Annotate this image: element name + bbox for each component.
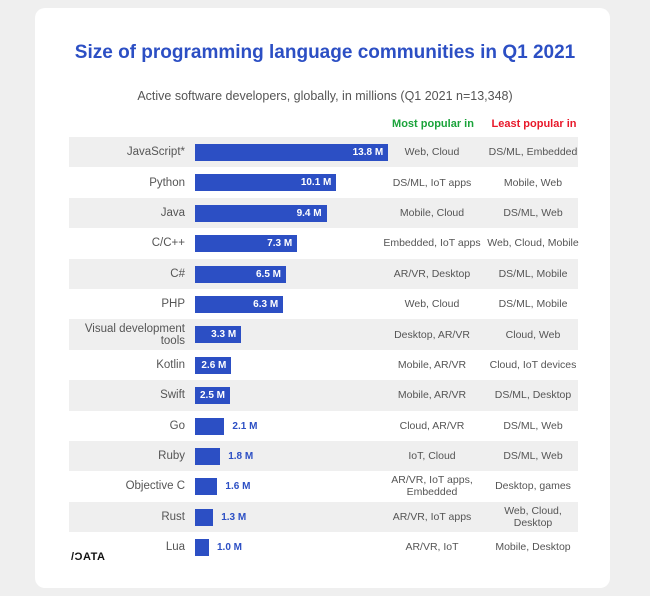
table-row: Swift 2.5 M Mobile, AR/VR DS/ML, Desktop: [69, 380, 578, 411]
bar: [195, 356, 232, 374]
table-row: Rust 1.3 M AR/VR, IoT apps Web, Cloud, D…: [69, 501, 578, 533]
bar: [195, 174, 337, 192]
value-label: 7.3 M: [267, 238, 293, 250]
table-row: Visual development tools 3.3 M Desktop, …: [69, 319, 578, 350]
table-row: Python 10.1 M DS/ML, IoT apps Mobile, We…: [69, 167, 578, 197]
value-label: 6.3 M: [253, 298, 279, 310]
table-row: Lua 1.0 M AR/VR, IoT Mobile, Desktop: [69, 532, 578, 562]
bar: [195, 295, 284, 313]
value-label: 2.5 M: [199, 390, 225, 402]
category-label: JavaScript*: [126, 146, 185, 159]
table-row: Go 2.1 M Cloud, AR/VR DS/ML, Web: [69, 411, 578, 441]
bar: [195, 204, 327, 222]
value-label: 13.8 M: [352, 147, 384, 158]
category-label: Go: [169, 419, 185, 432]
most-popular-cell: AR/VR, IoT: [405, 541, 459, 554]
value-label: 10.1 M: [300, 177, 332, 189]
table-row: Ruby 1.8 M IoT, Cloud DS/ML, Web: [69, 440, 578, 472]
most-popular-cell: AR/VR, IoT apps, Embedded: [391, 474, 473, 499]
category-label: C/C++: [151, 237, 185, 250]
most-popular-cell: Desktop, AR/VR: [394, 328, 470, 341]
category-label: Python: [149, 176, 185, 189]
table-row: Java 9.4 M Mobile, Cloud DS/ML, Web: [69, 197, 578, 229]
most-popular-cell: Mobile, AR/VR: [397, 358, 467, 371]
least-popular-cell: Web, Cloud, Mobile: [487, 237, 579, 250]
most-popular-cell: Web, Cloud: [404, 146, 460, 159]
least-popular-cell: DS/ML, Embedded: [488, 146, 578, 159]
most-popular-cell: IoT, Cloud: [408, 450, 456, 463]
value-label: 1.8 M: [228, 450, 254, 462]
chart-subtitle: Active software developers, globally, in…: [137, 89, 513, 103]
least-popular-cell: Desktop, games: [495, 480, 571, 493]
bar: [195, 417, 225, 435]
category-label: Lua: [165, 541, 185, 554]
least-popular-cell: DS/ML, Mobile: [498, 267, 568, 280]
value-label: 1.6 M: [225, 481, 251, 493]
chart-card: [35, 8, 610, 588]
least-popular-cell: Cloud, Web: [505, 328, 561, 341]
value-label: 2.6 M: [201, 359, 227, 371]
value-label: 6.5 M: [255, 268, 281, 280]
least-popular-cell: Web, Cloud, Desktop: [504, 504, 562, 529]
least-popular-cell: Cloud, IoT devices: [489, 358, 577, 371]
least-popular-cell: DS/ML, Mobile: [498, 298, 568, 311]
most-popular-header: Most popular in: [392, 118, 474, 130]
most-popular-cell: AR/VR, Desktop: [393, 267, 471, 280]
chart-title: Size of programming language communities…: [74, 42, 576, 63]
category-label: Rust: [161, 510, 185, 523]
category-label: Swift: [160, 389, 185, 402]
most-popular-cell: Mobile, Cloud: [399, 206, 465, 219]
value-label: 2.1 M: [232, 420, 258, 432]
least-popular-cell: DS/ML, Desktop: [494, 389, 572, 402]
category-label: Ruby: [158, 450, 185, 463]
value-label: 9.4 M: [296, 207, 322, 219]
value-label: 3.3 M: [211, 329, 237, 341]
bar: [195, 539, 209, 557]
bar: [195, 387, 230, 405]
least-popular-cell: DS/ML, Web: [503, 206, 563, 219]
bar: [195, 447, 221, 465]
bar: [195, 478, 218, 496]
least-popular-cell: DS/ML, Web: [503, 450, 563, 463]
category-label: PHP: [161, 298, 185, 311]
table-row: C/C++ 7.3 M Embedded, IoT apps Web, Clou…: [69, 228, 579, 258]
bar: [195, 235, 298, 253]
least-popular-cell: Mobile, Web: [503, 176, 563, 189]
category-label: C#: [170, 267, 185, 280]
least-popular-cell: Mobile, Desktop: [495, 541, 571, 554]
table-row: C# 6.5 M AR/VR, Desktop DS/ML, Mobile: [69, 258, 578, 289]
table-row: Kotlin 2.6 M Mobile, AR/VR Cloud, IoT de…: [69, 350, 578, 380]
least-popular-cell: DS/ML, Web: [503, 419, 563, 432]
category-label: Java: [160, 206, 185, 219]
category-label: Visual development tools: [84, 322, 185, 347]
most-popular-cell: Web, Cloud: [404, 298, 460, 311]
table-row: Objective C 1.6 M AR/VR, IoT apps, Embed…: [69, 471, 578, 501]
bar: [195, 508, 214, 526]
chart-rows: JavaScript* 13.8 M Web, Cloud DS/ML, Emb…: [69, 137, 579, 562]
most-popular-cell: Mobile, AR/VR: [397, 389, 467, 402]
most-popular-cell: Embedded, IoT apps: [383, 237, 481, 250]
category-label: Kotlin: [156, 358, 185, 371]
least-popular-header: Least popular in: [491, 118, 577, 130]
category-label: Objective C: [125, 480, 185, 493]
most-popular-cell: AR/VR, IoT apps: [392, 510, 472, 523]
table-row: PHP 6.3 M Web, Cloud DS/ML, Mobile: [69, 289, 578, 319]
most-popular-cell: DS/ML, IoT apps: [392, 176, 472, 189]
bar: [195, 265, 286, 283]
bar: [195, 326, 242, 344]
bar: [195, 144, 389, 161]
value-label: 1.0 M: [217, 542, 243, 554]
table-row: JavaScript* 13.8 M Web, Cloud DS/ML, Emb…: [69, 137, 578, 168]
data-logo: /ƆATA: [71, 551, 106, 563]
value-label: 1.3 M: [221, 511, 247, 523]
most-popular-cell: Cloud, AR/VR: [399, 419, 465, 432]
